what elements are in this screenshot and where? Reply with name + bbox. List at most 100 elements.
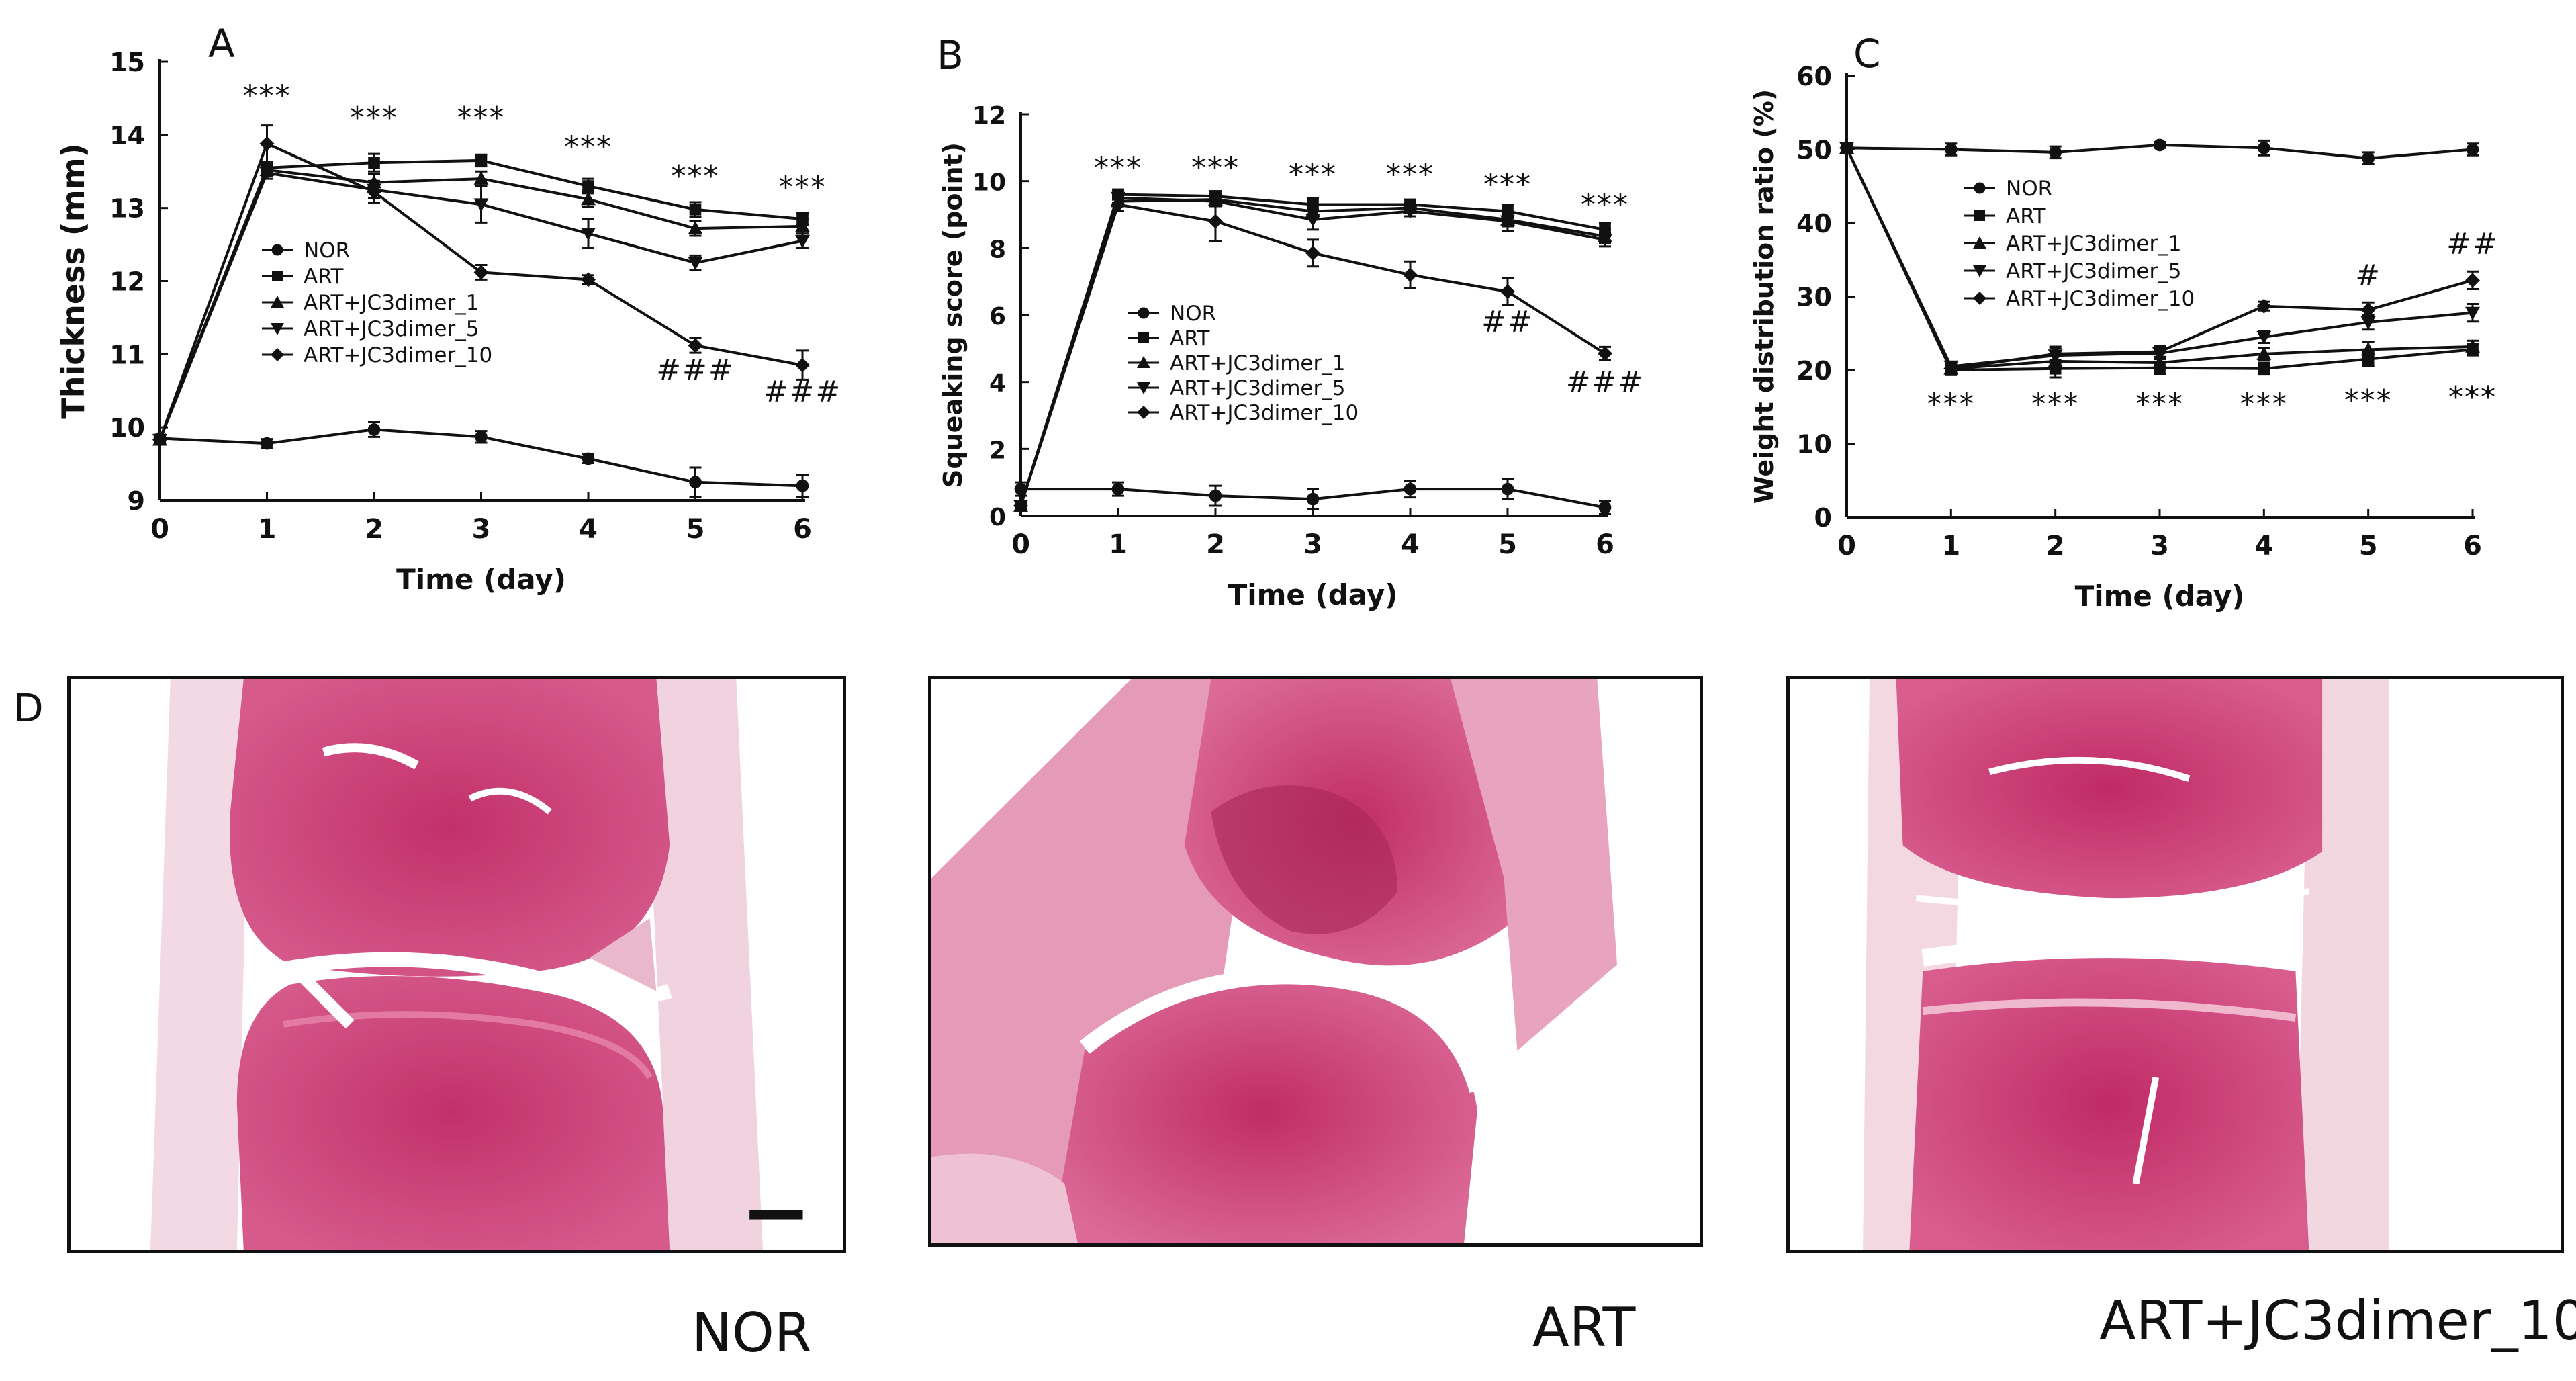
legend-marker	[272, 271, 283, 281]
y-tick-label: 0	[989, 504, 1006, 531]
data-point	[1500, 284, 1515, 300]
significance-annotation: ***	[2135, 388, 2184, 422]
data-point	[152, 432, 167, 447]
series-art-jc3dimer-10	[152, 124, 810, 447]
panel-letter-D: D	[13, 685, 44, 731]
significance-annotation: ###	[1566, 365, 1645, 400]
significance-annotation: ##	[1481, 305, 1534, 339]
data-point	[1501, 482, 1514, 496]
legend-marker	[1138, 332, 1149, 343]
significance-annotation: ***	[457, 101, 506, 135]
legend: NORARTART+JC3dimer_1ART+JC3dimer_5ART+JC…	[1128, 302, 1359, 425]
series-art-jc3dimer-10	[1013, 197, 1612, 514]
data-point	[1598, 234, 1612, 247]
data-point	[2256, 346, 2272, 360]
histology-art-drawing	[931, 679, 1700, 1243]
x-tick-label: 1	[1109, 529, 1128, 560]
significance-annotation: ***	[672, 159, 720, 193]
data-point	[1944, 143, 1958, 156]
data-point	[473, 198, 489, 212]
data-point	[2466, 143, 2479, 156]
data-point	[1305, 214, 1320, 227]
x-tick-label: 3	[472, 514, 491, 545]
y-tick-label: 14	[109, 121, 145, 150]
data-point	[582, 452, 595, 465]
legend-marker	[1974, 210, 1985, 221]
data-point	[1111, 482, 1125, 496]
x-tick-label: 1	[258, 514, 277, 545]
significance-annotation: ***	[1191, 151, 1240, 185]
x-tick-label: 2	[2046, 531, 2065, 562]
data-point	[1404, 482, 1417, 496]
y-tick-label: 13	[109, 194, 145, 224]
histology-nor-drawing	[71, 679, 843, 1250]
histology-image-nor	[67, 676, 846, 1253]
series-art-jc3dimer-10	[1839, 140, 2480, 376]
data-point	[1403, 267, 1418, 283]
histology-image-art	[928, 676, 1703, 1247]
data-point	[2049, 146, 2062, 159]
legend-entry: ART+JC3dimer_10	[1170, 401, 1359, 425]
legend-entry: ART+JC3dimer_5	[1170, 376, 1345, 400]
panel-letter-B: B	[937, 32, 964, 78]
legend-marker	[1138, 307, 1150, 319]
legend-marker	[271, 296, 284, 308]
data-point	[475, 154, 488, 167]
legend-marker	[1137, 356, 1150, 368]
data-point	[475, 430, 488, 443]
significance-annotation: ***	[1581, 188, 1629, 222]
significance-annotation: ***	[564, 130, 612, 164]
legend-marker	[1974, 182, 1986, 194]
data-point	[688, 257, 703, 271]
significance-annotation: ***	[1483, 168, 1532, 202]
y-tick-label: 60	[1796, 62, 1832, 91]
data-point	[2152, 344, 2167, 359]
data-point	[2257, 141, 2270, 154]
x-tick-label: 4	[579, 514, 598, 545]
data-point	[2465, 339, 2480, 353]
x-tick-label: 5	[1498, 529, 1517, 560]
data-point	[688, 338, 703, 353]
significance-annotation: ###	[764, 375, 842, 409]
caption-art: ART	[1532, 1296, 1636, 1359]
data-point	[1403, 205, 1418, 219]
significance-annotation: ###	[656, 353, 735, 387]
series-nor	[1840, 138, 2479, 165]
legend: NORARTART+JC3dimer_1ART+JC3dimer_5ART+JC…	[1964, 177, 2195, 311]
y-tick-label: 40	[1796, 209, 1832, 238]
series-nor	[153, 421, 809, 498]
legend: NORARTART+JC3dimer_1ART+JC3dimer_5ART+JC…	[262, 238, 492, 367]
histology-art-jc3dimer-10-drawing	[1790, 679, 2561, 1250]
legend-entry: ART+JC3dimer_5	[304, 317, 479, 341]
data-point	[795, 218, 810, 232]
legend-marker	[1973, 265, 1986, 277]
x-tick-label: 0	[150, 514, 169, 545]
legend-entry: ART+JC3dimer_10	[2006, 287, 2195, 311]
significance-annotation: ***	[1094, 151, 1142, 185]
legend-entry: NOR	[1170, 302, 1216, 326]
significance-annotation: ***	[2240, 388, 2288, 422]
data-point	[259, 136, 275, 151]
data-point	[2256, 330, 2272, 345]
data-point	[796, 479, 809, 492]
y-tick-label: 10	[109, 413, 145, 443]
legend-entry: ART+JC3dimer_1	[1170, 351, 1345, 375]
data-point	[1208, 214, 1223, 229]
data-point	[689, 476, 702, 489]
x-tick-label: 0	[1837, 531, 1856, 562]
y-tick-label: 4	[989, 370, 1006, 398]
legend-entry: ART	[1170, 326, 1210, 351]
data-point	[581, 272, 596, 287]
data-point	[368, 157, 380, 169]
significance-annotation: ***	[1289, 158, 1337, 192]
data-point	[473, 265, 489, 280]
y-tick-label: 12	[972, 102, 1006, 130]
significance-annotation: ***	[350, 101, 398, 135]
legend-marker	[1973, 236, 1986, 249]
data-point	[2048, 346, 2063, 361]
data-point	[2465, 306, 2480, 320]
